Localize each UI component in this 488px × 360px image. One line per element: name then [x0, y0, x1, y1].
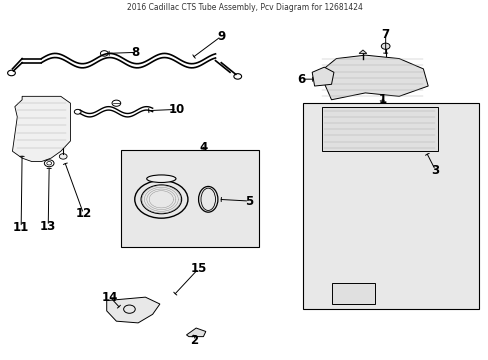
- FancyBboxPatch shape: [121, 149, 259, 247]
- Text: 6: 6: [297, 73, 305, 86]
- Polygon shape: [311, 67, 333, 86]
- Text: 11: 11: [13, 221, 29, 234]
- Polygon shape: [186, 328, 205, 337]
- Circle shape: [381, 43, 389, 49]
- Polygon shape: [331, 283, 374, 304]
- Text: 7: 7: [381, 28, 389, 41]
- Text: 5: 5: [244, 194, 253, 207]
- Polygon shape: [321, 107, 437, 151]
- Text: 2: 2: [189, 334, 198, 347]
- Text: 8: 8: [131, 46, 140, 59]
- FancyBboxPatch shape: [302, 103, 478, 309]
- Polygon shape: [319, 55, 427, 100]
- Text: 13: 13: [40, 220, 56, 233]
- Ellipse shape: [146, 175, 176, 183]
- Text: 9: 9: [217, 30, 225, 43]
- Text: 12: 12: [75, 207, 91, 220]
- Text: 1: 1: [377, 93, 386, 105]
- Title: 2016 Cadillac CTS Tube Assembly, Pcv Diagram for 12681424: 2016 Cadillac CTS Tube Assembly, Pcv Dia…: [126, 3, 362, 12]
- Polygon shape: [358, 50, 366, 53]
- Text: 15: 15: [190, 262, 206, 275]
- Text: 3: 3: [430, 164, 439, 177]
- Text: 10: 10: [168, 103, 184, 116]
- Text: 14: 14: [102, 291, 118, 303]
- Circle shape: [59, 154, 67, 159]
- Text: 4: 4: [199, 141, 207, 154]
- Polygon shape: [106, 297, 160, 323]
- Polygon shape: [12, 96, 70, 162]
